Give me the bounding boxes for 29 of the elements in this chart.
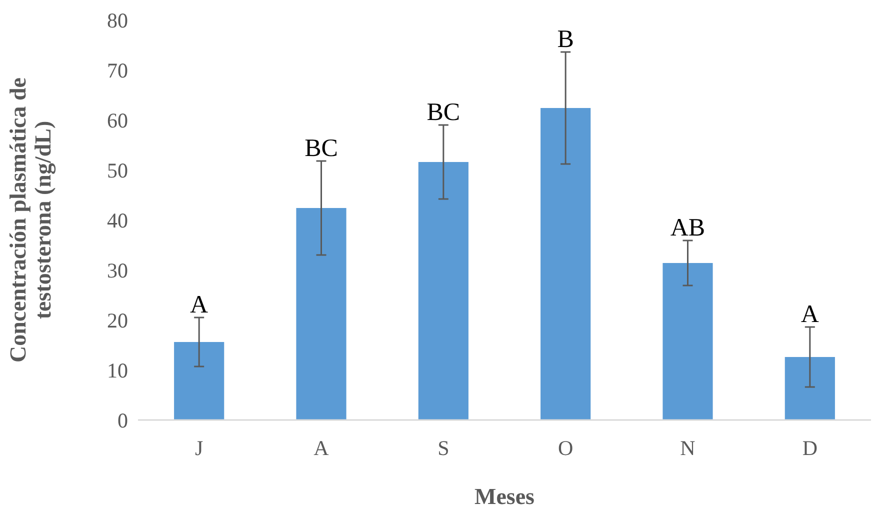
x-tick-label: D [802,436,818,460]
y-tick-label: 10 [107,358,128,382]
y-tick-label: 0 [118,408,128,432]
annotation: B [557,26,574,53]
y-tick-label: 20 [107,308,128,332]
annotation: AB [670,214,706,242]
x-tick-label: N [680,436,696,460]
annotation: BC [304,135,338,162]
y-tick-label: 70 [107,58,128,82]
x-tick-label: J [194,436,204,460]
bar [540,108,591,420]
y-tick-label: 60 [107,108,128,132]
y-tick-label: 40 [107,208,128,232]
annotation: A [800,301,819,328]
y-tick-label: 80 [107,8,128,32]
y-tick-label: 30 [107,258,128,282]
x-tick-label: S [438,436,450,460]
x-tick-label: O [558,436,574,460]
annotation: A [190,292,208,318]
y-tick-label: 50 [107,158,128,182]
x-axis-title: Meses [474,484,535,509]
bar [784,357,835,420]
bar [418,162,468,420]
y-axis-title: Concentración plasmática de testosterona (ng/dL) [5,78,57,362]
bar [174,342,224,420]
x-tick-label: A [314,436,330,460]
bar [296,208,346,420]
bar [662,263,713,420]
annotation: BC [426,99,460,126]
